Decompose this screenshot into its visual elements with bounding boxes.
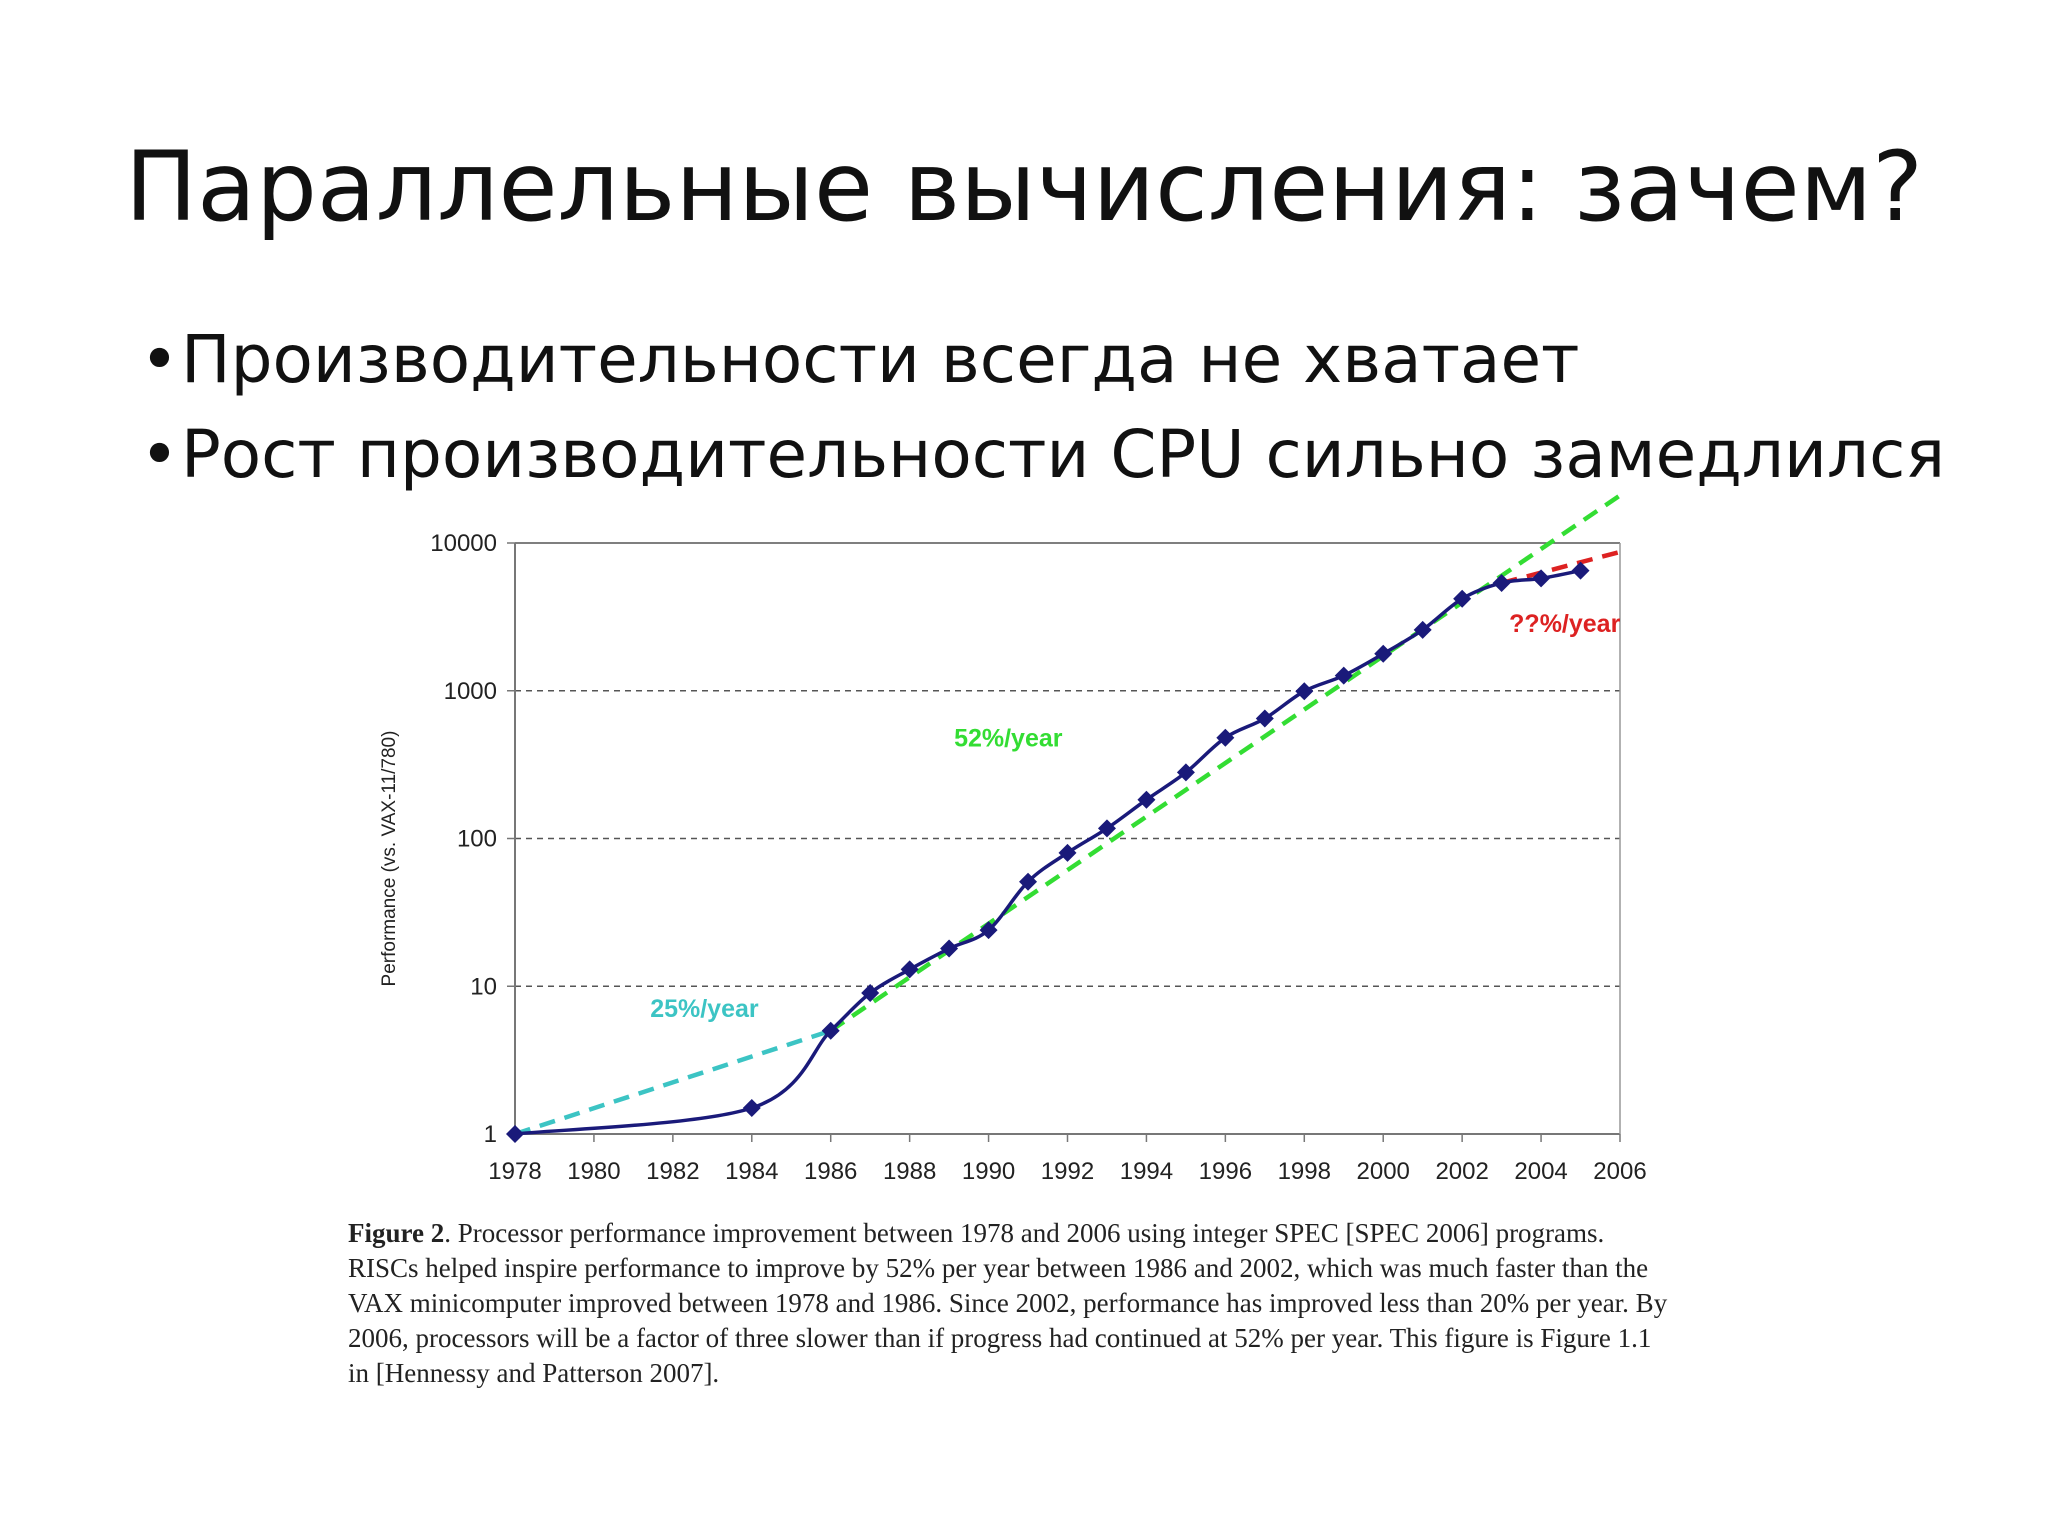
y-axis-label: Performance (vs. VAX-11/780) — [379, 731, 400, 987]
data-point — [1374, 644, 1393, 663]
data-point — [1295, 682, 1314, 701]
x-tick-label: 1994 — [1120, 1158, 1173, 1185]
trend-line — [514, 1028, 832, 1137]
bullet-text: Производительности всегда не хватает — [180, 321, 1580, 398]
x-tick-label: 1984 — [725, 1158, 778, 1185]
data-point — [1571, 561, 1590, 580]
bullet-item: •Производительности всегда не хватает — [140, 321, 1580, 398]
y-tick-label: 10 — [470, 973, 497, 1000]
caption-text: . Processor performance improvement betw… — [348, 1218, 1668, 1388]
data-point — [821, 1021, 840, 1040]
x-tick-label: 1988 — [883, 1158, 936, 1185]
data-point — [1216, 728, 1235, 747]
data-point — [1532, 569, 1551, 588]
x-tick-label: 1998 — [1278, 1158, 1331, 1185]
trend-annotation: 52%/year — [954, 724, 1063, 752]
data-point — [1492, 573, 1511, 592]
y-tick-label: 1 — [484, 1121, 497, 1148]
trend-annotation: 25%/year — [650, 995, 759, 1023]
series-line — [514, 568, 1581, 1136]
data-point — [1137, 790, 1156, 809]
bullet-item: •Рост производительности CPU сильно заме… — [140, 416, 1946, 493]
data-point — [1019, 872, 1038, 891]
caption-label: Figure 2 — [348, 1218, 445, 1248]
data-point — [1176, 763, 1195, 782]
trend-annotation: ??%/year — [1509, 610, 1620, 638]
y-tick-label: 100 — [457, 826, 497, 853]
x-tick-label: 2006 — [1593, 1158, 1646, 1185]
data-point — [1334, 666, 1353, 685]
data-point — [1058, 843, 1077, 862]
x-tick-label: 1980 — [567, 1158, 620, 1185]
x-tick-label: 1986 — [804, 1158, 857, 1185]
x-tick-label: 2004 — [1514, 1158, 1567, 1185]
x-tick-label: 1978 — [488, 1158, 541, 1185]
y-tick-label: 10000 — [430, 530, 497, 557]
y-tick-label: 1000 — [444, 678, 497, 705]
data-point — [900, 960, 919, 979]
trend-line — [1501, 549, 1621, 586]
figure-caption: Figure 2. Processor performance improvem… — [348, 1216, 1673, 1391]
data-point — [742, 1098, 761, 1117]
data-point — [1453, 589, 1472, 608]
x-tick-label: 1990 — [962, 1158, 1015, 1185]
data-point — [979, 921, 998, 940]
x-tick-label: 1992 — [1041, 1158, 1094, 1185]
data-point — [861, 984, 880, 1003]
x-tick-label: 1982 — [646, 1158, 699, 1185]
slide-title: Параллельные вычисления: зачем? — [124, 131, 1924, 243]
data-point — [1255, 709, 1274, 728]
data-point — [940, 939, 959, 958]
x-tick-label: 2000 — [1357, 1158, 1410, 1185]
bullet-text: Рост производительности CPU сильно замед… — [180, 416, 1946, 493]
data-point — [506, 1125, 524, 1143]
data-point — [1413, 620, 1432, 639]
x-tick-label: 2002 — [1435, 1158, 1488, 1185]
data-point — [1097, 819, 1116, 838]
x-tick-label: 1996 — [1199, 1158, 1252, 1185]
bullet-list: •Производительности всегда не хватает •Р… — [140, 312, 1945, 502]
